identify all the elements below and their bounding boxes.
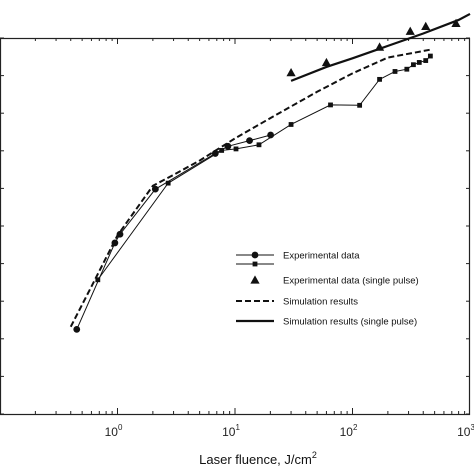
- legend-marker: [250, 275, 260, 284]
- x-axis-ticks: 100 101 102 103: [0, 37, 474, 439]
- legend-marker: [251, 251, 259, 259]
- data-point: [421, 21, 431, 31]
- legend-label: Experimental data: [283, 251, 360, 262]
- legend-label: Experimental data (single pulse): [283, 276, 419, 287]
- data-point: [377, 76, 382, 82]
- data-point: [233, 146, 239, 152]
- data-point: [165, 180, 171, 186]
- data-point: [357, 102, 363, 108]
- legend-item: Experimental data: [236, 251, 360, 262]
- legend-item: [236, 261, 274, 267]
- data-point: [411, 62, 416, 68]
- legend-marker: [252, 261, 258, 267]
- data-point: [423, 58, 429, 63]
- series-line: [290, 12, 471, 82]
- data-point: [286, 67, 296, 77]
- plot-border: [0, 37, 471, 416]
- legend-label: Simulation results (single pulse): [283, 317, 417, 328]
- data-point: [392, 69, 398, 74]
- series-layer: [69, 12, 471, 333]
- x-tick-label: 102: [340, 423, 358, 439]
- data-point: [219, 148, 225, 153]
- data-point: [95, 277, 101, 283]
- x-tick-label: 103: [457, 423, 474, 439]
- data-point: [405, 26, 415, 35]
- plot-frame: [0, 37, 471, 416]
- x-axis-title: Laser fluence, J/cm2: [199, 450, 317, 467]
- data-point: [73, 326, 81, 333]
- data-point: [328, 102, 333, 108]
- series-2: [95, 53, 433, 283]
- data-point: [321, 57, 332, 67]
- data-point: [256, 142, 262, 148]
- series-4: [69, 48, 433, 328]
- series-3: [286, 18, 461, 77]
- legend-item: Simulation results: [236, 297, 358, 308]
- data-point: [427, 53, 433, 59]
- data-point: [416, 60, 422, 65]
- legend: Experimental data Experimental data (sing…: [236, 251, 419, 328]
- series-line: [69, 48, 433, 328]
- data-point: [151, 185, 159, 193]
- legend-item: Simulation results (single pulse): [236, 317, 417, 328]
- data-point: [404, 66, 410, 72]
- legend-label: Simulation results: [283, 297, 358, 308]
- series-1: [73, 131, 275, 333]
- data-point: [246, 137, 253, 145]
- series-line: [97, 55, 431, 281]
- data-point: [288, 122, 294, 127]
- x-tick-label: 100: [105, 423, 123, 439]
- data-point: [451, 18, 461, 28]
- legend-item: Experimental data (single pulse): [250, 275, 419, 287]
- series-5: [290, 12, 471, 82]
- x-tick-label: 101: [222, 423, 240, 439]
